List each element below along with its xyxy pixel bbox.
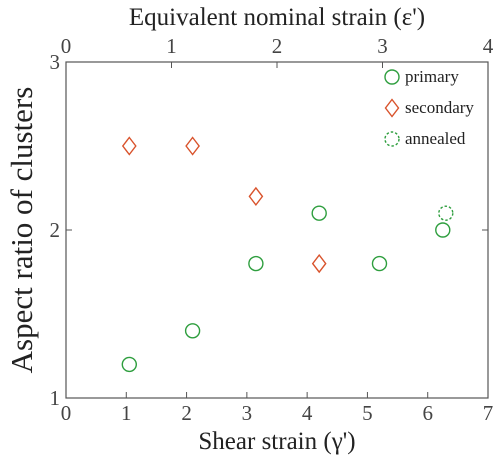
x-tick-label-bottom: 4 bbox=[302, 401, 313, 425]
data-point-secondary bbox=[121, 136, 137, 156]
data-point-primary bbox=[435, 222, 451, 238]
data-point-primary bbox=[371, 255, 388, 272]
y-axis-title: Aspect ratio of clusters bbox=[4, 87, 39, 374]
x-tick-label-bottom: 2 bbox=[181, 401, 192, 425]
data-point-primary bbox=[121, 356, 138, 373]
data-point-primary bbox=[248, 255, 264, 272]
legend-marker-primary bbox=[384, 69, 400, 85]
x-tick-label-bottom: 0 bbox=[61, 401, 72, 425]
x-axis-title-top: Equivalent nominal strain (ε') bbox=[129, 4, 425, 31]
legend-label-annealed: annealed bbox=[405, 129, 466, 148]
legend: primary secondary annealed bbox=[384, 67, 474, 148]
data-point-secondary bbox=[185, 136, 200, 156]
x-tick-label-top: 1 bbox=[166, 34, 177, 58]
y-tick-label: 2 bbox=[50, 218, 61, 242]
x-tick-label-bottom: 7 bbox=[483, 401, 494, 425]
x-tick-label-top: 2 bbox=[272, 34, 283, 58]
axis-ticks bbox=[65, 61, 489, 399]
legend-marker-secondary bbox=[384, 98, 400, 118]
data-points bbox=[121, 136, 454, 373]
legend-label-secondary: secondary bbox=[405, 98, 474, 117]
legend-label-primary: primary bbox=[405, 67, 459, 86]
x-tick-label-top: 3 bbox=[377, 34, 388, 58]
data-point-primary bbox=[184, 323, 201, 339]
x-tick-label-bottom: 3 bbox=[242, 401, 253, 425]
x-tick-label-bottom: 5 bbox=[362, 401, 373, 425]
x-tick-label-top: 0 bbox=[61, 34, 72, 58]
y-tick-label: 3 bbox=[50, 50, 61, 74]
x-axis-title-bottom: Shear strain (γ') bbox=[198, 428, 355, 455]
legend-marker-annealed bbox=[384, 131, 400, 147]
x-tick-label-bottom: 1 bbox=[121, 401, 132, 425]
data-point-secondary bbox=[311, 253, 327, 274]
data-point-secondary bbox=[248, 186, 264, 207]
x-tick-label-bottom: 6 bbox=[422, 401, 433, 425]
data-point-annealed bbox=[438, 205, 454, 221]
y-tick-label: 1 bbox=[50, 386, 61, 410]
x-tick-label-top: 4 bbox=[483, 34, 494, 58]
data-point-primary bbox=[311, 205, 327, 221]
